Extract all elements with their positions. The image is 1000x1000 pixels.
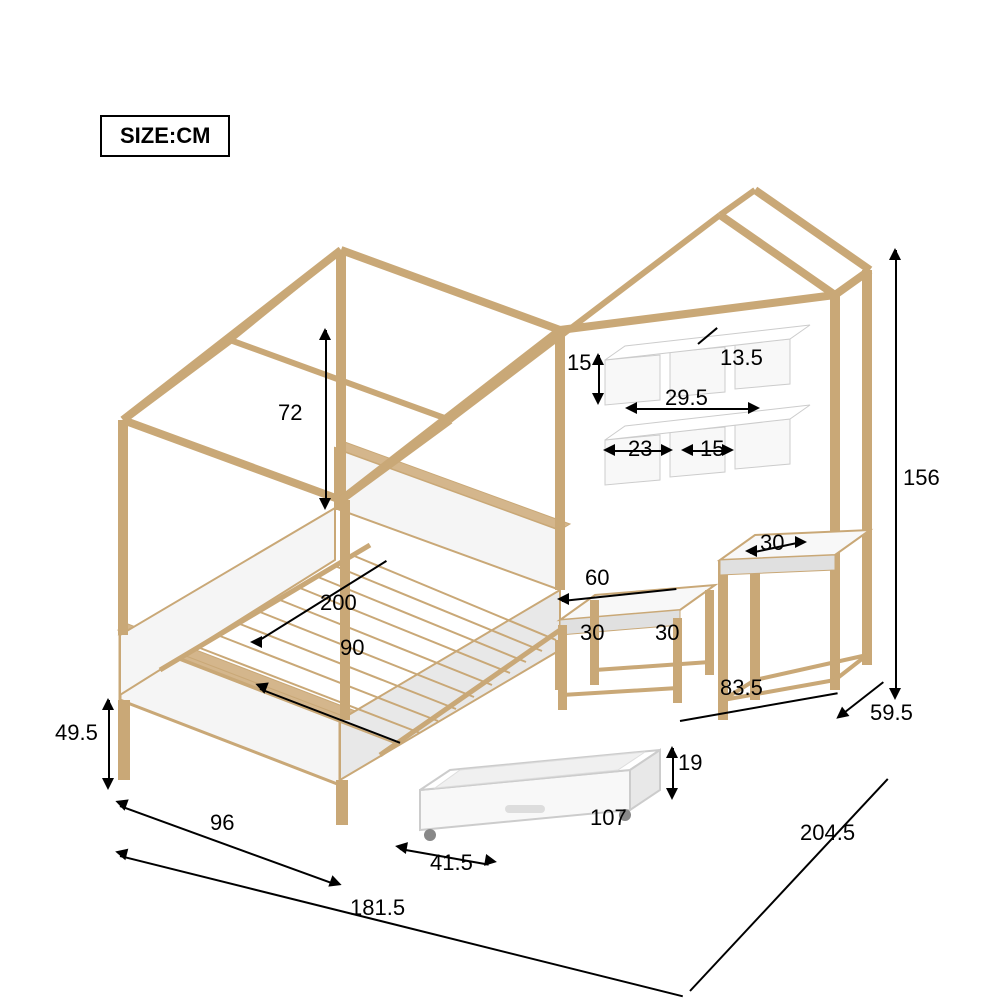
dim-canopy-height: 72 bbox=[278, 400, 302, 426]
dim-bed-width: 90 bbox=[340, 635, 364, 661]
dim-shelf-depth: 59.5 bbox=[870, 700, 913, 726]
dim-bed-height: 49.5 bbox=[55, 720, 98, 746]
dim-shelf-gap: 15 bbox=[700, 436, 724, 462]
dim-drawer-length: 107 bbox=[590, 805, 627, 831]
dim-bench-height: 30 bbox=[655, 620, 679, 646]
dim-desk-depth: 30 bbox=[760, 530, 784, 556]
dim-bench-width: 60 bbox=[585, 565, 609, 591]
dim-drawer-height: 19 bbox=[678, 750, 702, 776]
product-diagram bbox=[0, 0, 1000, 1000]
dim-bench-depth: 30 bbox=[580, 620, 604, 646]
dim-shelf-width: 83.5 bbox=[720, 675, 763, 701]
dim-shelf-d1: 13.5 bbox=[720, 345, 763, 371]
dim-shelf-h1: 15 bbox=[567, 350, 591, 376]
dim-bed-outer-width: 96 bbox=[210, 810, 234, 836]
dim-shelf-w2: 23 bbox=[628, 436, 652, 462]
dim-total-height: 156 bbox=[903, 465, 940, 491]
dim-footprint-width: 181.5 bbox=[350, 895, 405, 921]
dim-bed-length: 200 bbox=[320, 590, 357, 616]
